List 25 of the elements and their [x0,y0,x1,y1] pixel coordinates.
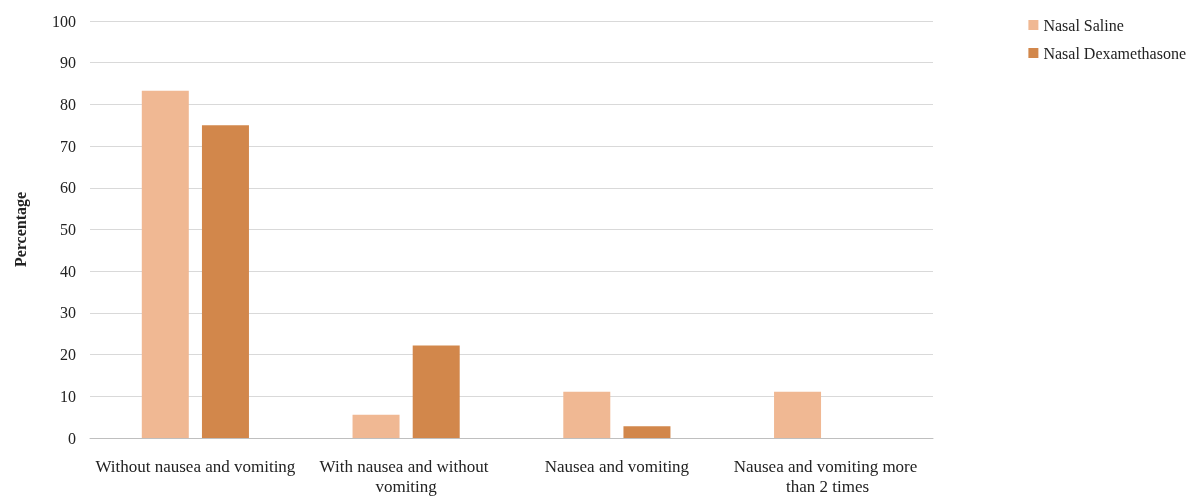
y-tick-label: 0 [68,429,76,447]
y-tick-label: 80 [60,95,76,113]
legend-label: Nasal Dexamethasone [1043,44,1186,62]
bar [141,90,189,438]
bar [201,125,249,438]
y-tick-label: 20 [60,346,76,364]
bar [563,391,611,438]
bar [412,345,460,438]
x-tick-label: With nausea and without vomiting [319,456,493,496]
bar [623,426,671,438]
y-tick-label: 60 [60,179,76,197]
y-tick-label: 40 [60,262,76,280]
legend-label: Nasal Saline [1043,16,1124,34]
bar [352,414,400,438]
y-tick-label: 100 [52,12,76,30]
x-tick-label: Nausea and vomiting [544,456,690,476]
y-axis-title: Percentage [11,191,30,268]
y-tick-label: 30 [60,304,76,322]
x-tick-label: Nausea and vomiting more than 2 times [733,456,922,496]
y-tick-label: 90 [60,54,76,72]
y-tick-label: 10 [60,387,76,405]
x-tick-label: Without nausea and vomiting [95,456,296,476]
bar [774,391,822,438]
y-tick-label: 70 [60,137,76,155]
y-tick-label: 50 [60,221,76,238]
